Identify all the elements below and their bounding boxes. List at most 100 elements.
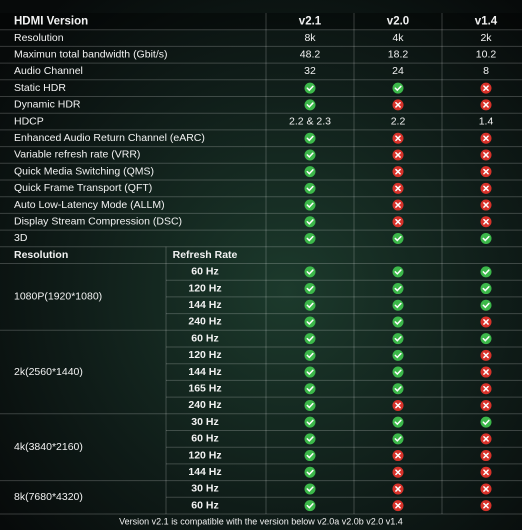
- cross-icon: [480, 82, 492, 94]
- feature-value: 8k: [304, 32, 316, 44]
- header-title: HDMI Version: [14, 15, 88, 27]
- icon-mark: [395, 185, 401, 192]
- icon-mark: [395, 402, 401, 409]
- check-icon: [392, 283, 404, 295]
- icon-circle: [392, 366, 404, 378]
- cross-icon: [392, 399, 404, 411]
- check-icon: [480, 266, 492, 278]
- cross-icon: [480, 99, 492, 111]
- cross-icon: [480, 182, 492, 194]
- icon-mark: [483, 352, 489, 359]
- refresh-label: 120 Hz: [188, 282, 221, 294]
- check-icon: [304, 266, 316, 278]
- icon-mark: [483, 452, 489, 459]
- icon-mark: [306, 386, 314, 392]
- refresh-label: 30 Hz: [191, 416, 218, 428]
- icon-mark: [395, 135, 401, 142]
- check-icon: [304, 82, 316, 94]
- icon-mark: [483, 102, 489, 108]
- refresh-label: 60 Hz: [191, 499, 218, 511]
- icon-mark: [394, 85, 402, 92]
- icon-mark: [483, 152, 489, 158]
- refresh-label: 60 Hz: [191, 266, 218, 278]
- icon-mark: [483, 185, 489, 192]
- feature-value: 2k: [480, 32, 492, 44]
- cross-icon: [480, 466, 492, 478]
- icon-mark: [483, 402, 489, 409]
- icon-circle: [480, 333, 492, 345]
- icon-mark: [483, 469, 489, 476]
- icon-circle: [304, 216, 316, 228]
- check-icon: [392, 82, 404, 94]
- resolution-label: 2k(2560*1440): [14, 366, 83, 378]
- cross-icon: [480, 483, 492, 495]
- icon-circle: [304, 283, 316, 295]
- feature-label: Audio Channel: [14, 65, 83, 77]
- icon-mark: [483, 385, 489, 392]
- icon-circle: [304, 266, 316, 278]
- check-icon: [304, 182, 316, 194]
- refresh-label: 144 Hz: [188, 466, 221, 478]
- check-icon: [304, 433, 316, 445]
- cross-icon: [480, 199, 492, 211]
- cross-icon: [392, 466, 404, 478]
- check-icon: [304, 399, 316, 411]
- feature-label: Quick Media Switching (QMS): [14, 165, 154, 177]
- cross-icon: [392, 132, 404, 144]
- resolution-header: Resolution: [14, 249, 68, 261]
- icon-mark: [306, 286, 314, 292]
- icon-mark: [306, 419, 314, 426]
- cross-icon: [480, 399, 492, 411]
- icon-mark: [483, 168, 489, 175]
- check-icon: [304, 366, 316, 378]
- icon-mark: [395, 486, 401, 492]
- cross-icon: [392, 216, 404, 228]
- icon-circle: [304, 500, 316, 512]
- icon-circle: [392, 333, 404, 345]
- icon-circle: [304, 333, 316, 345]
- icon-mark: [483, 369, 489, 375]
- icon-mark: [395, 452, 401, 459]
- icon-mark: [306, 436, 314, 442]
- icon-mark: [306, 352, 314, 359]
- icon-mark: [483, 319, 489, 325]
- icon-mark: [306, 135, 314, 142]
- feature-label: 3D: [14, 232, 28, 244]
- cross-icon: [392, 500, 404, 512]
- icon-mark: [483, 85, 489, 91]
- icon-circle: [304, 466, 316, 478]
- check-icon: [304, 500, 316, 512]
- cross-icon: [480, 216, 492, 228]
- icon-mark: [306, 269, 314, 275]
- check-icon: [304, 132, 316, 144]
- check-icon: [304, 466, 316, 478]
- feature-label: HDCP: [14, 115, 44, 127]
- version-label: v2.1: [299, 15, 322, 27]
- feature-label: Variable refresh rate (VRR): [14, 149, 140, 161]
- feature-value: 24: [392, 65, 404, 77]
- icon-mark: [395, 102, 401, 108]
- icon-mark: [306, 202, 314, 209]
- feature-label: Dynamic HDR: [14, 99, 81, 111]
- refresh-label: 240 Hz: [188, 316, 221, 328]
- icon-circle: [304, 166, 316, 178]
- cross-icon: [480, 366, 492, 378]
- icon-circle: [304, 366, 316, 378]
- icon-circle: [480, 266, 492, 278]
- icon-circle: [392, 232, 404, 244]
- cross-icon: [480, 349, 492, 361]
- check-icon: [480, 283, 492, 295]
- resolution-label: 8k(7680*4320): [14, 491, 83, 503]
- feature-value: 2.2: [391, 115, 406, 127]
- icon-circle: [304, 149, 316, 161]
- version-label: v1.4: [475, 15, 498, 27]
- refresh-label: 144 Hz: [188, 366, 221, 378]
- refresh-label: 120 Hz: [188, 349, 221, 361]
- icon-mark: [395, 502, 401, 509]
- icon-mark: [483, 486, 489, 492]
- icon-mark: [306, 336, 314, 342]
- icon-mark: [306, 302, 314, 309]
- cross-icon: [480, 149, 492, 161]
- icon-mark: [482, 269, 490, 275]
